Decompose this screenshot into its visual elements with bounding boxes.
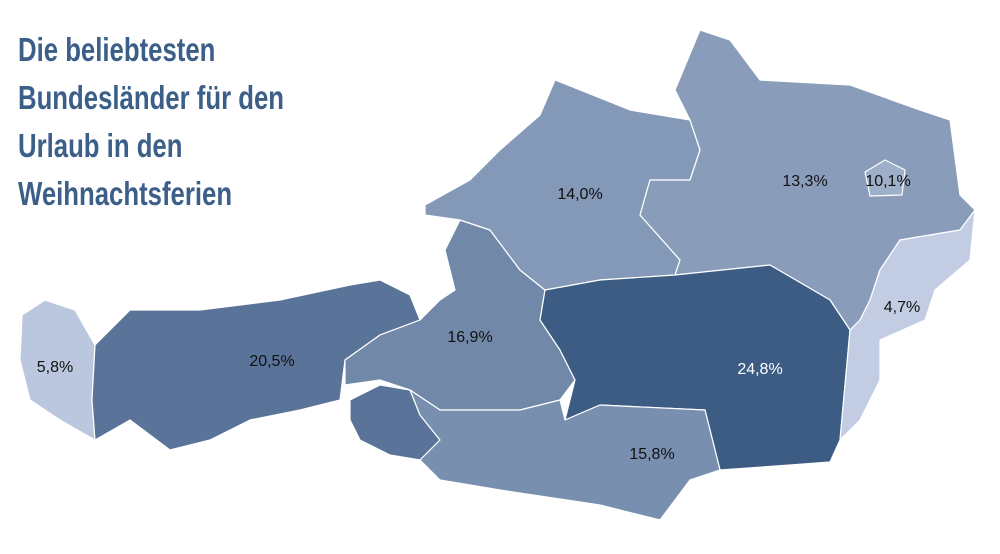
region xyxy=(539,264,851,471)
region-label: 20,5% xyxy=(249,353,294,370)
title-line: Weihnachtsferien xyxy=(18,175,233,212)
region-label: 14,0% xyxy=(557,186,602,203)
title-line: Urlaub in den xyxy=(18,127,183,164)
title-line: Die beliebtesten xyxy=(18,31,216,68)
map-title: Die beliebtesten Bundesländer für den Ur… xyxy=(18,26,359,218)
region-label: 4,7% xyxy=(884,299,920,316)
region-label: 10,1% xyxy=(865,173,910,190)
region xyxy=(864,159,906,197)
region-label: 16,9% xyxy=(447,329,492,346)
region xyxy=(409,389,721,521)
region-label: 15,8% xyxy=(629,446,674,463)
region-label: 24,8% xyxy=(737,361,782,378)
region-label: 5,8% xyxy=(37,359,73,376)
region xyxy=(91,279,441,461)
region xyxy=(839,209,976,441)
region-label: 13,3% xyxy=(782,173,827,190)
title-line: Bundesländer für den xyxy=(18,79,285,116)
